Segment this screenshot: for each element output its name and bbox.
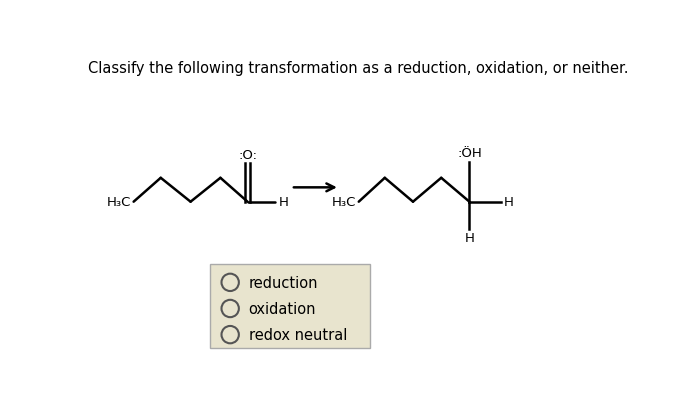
Text: redox neutral: redox neutral <box>248 328 347 342</box>
Text: Classify the following transformation as a reduction, oxidation, or neither.: Classify the following transformation as… <box>88 61 629 76</box>
Text: reduction: reduction <box>248 275 318 290</box>
Text: :ÖH: :ÖH <box>457 147 482 160</box>
Text: H₃C: H₃C <box>106 196 131 209</box>
Text: H: H <box>504 196 514 209</box>
Text: oxidation: oxidation <box>248 301 316 316</box>
Text: :O:: :O: <box>238 149 257 161</box>
FancyBboxPatch shape <box>209 264 370 349</box>
Text: H: H <box>279 196 288 209</box>
Text: H₃C: H₃C <box>332 196 356 209</box>
Text: H: H <box>465 232 475 245</box>
